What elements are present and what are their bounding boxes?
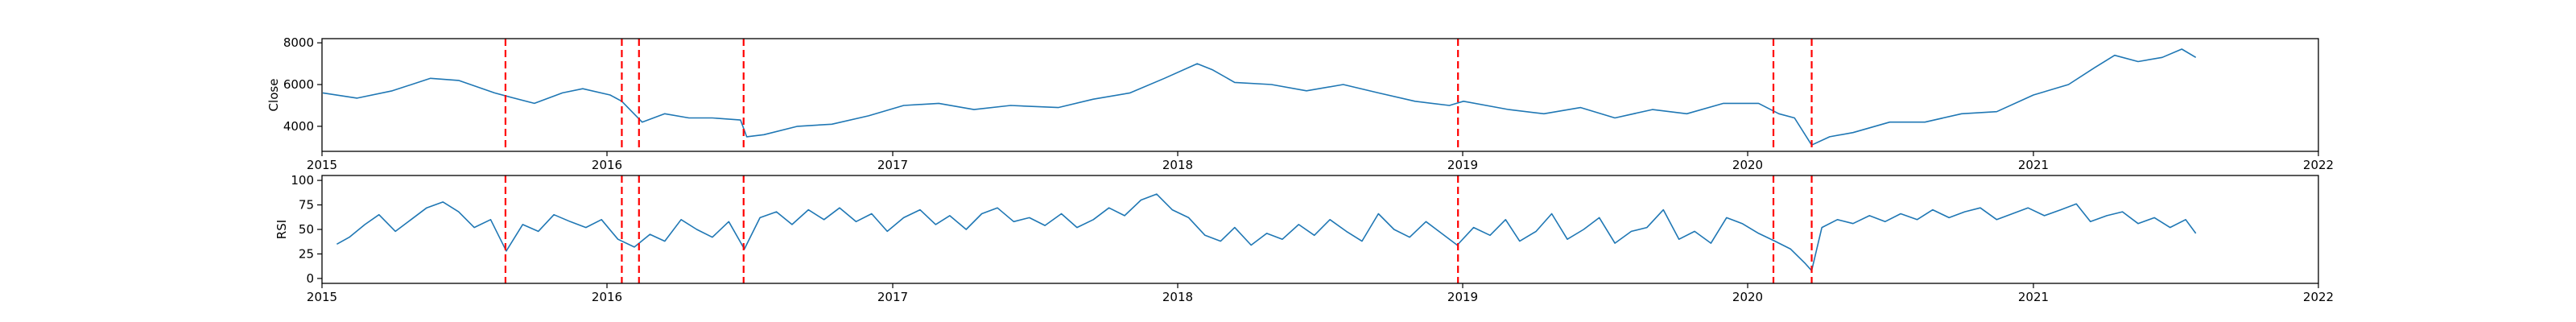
close-xtick-label: 2021 — [2018, 158, 2049, 172]
rsi-xtick-label: 2015 — [307, 290, 337, 304]
rsi-xtick-label: 2018 — [1162, 290, 1193, 304]
rsi-ytick-label: 0 — [306, 271, 314, 286]
close-xtick-label: 2022 — [2303, 158, 2334, 172]
close-xtick-label: 2016 — [592, 158, 622, 172]
close-xtick-label: 2017 — [877, 158, 908, 172]
rsi-panel: RSI 2015 2016 2017 2018 2019 2020 2021 2022 0 25 5… — [275, 173, 2334, 304]
close-xtick-label: 2020 — [1732, 158, 1763, 172]
rsi-xtick-label: 2021 — [2018, 290, 2049, 304]
rsi-ytick-label: 100 — [291, 173, 314, 188]
close-ytick-label: 6000 — [283, 77, 314, 92]
close-plot-frame — [321, 38, 2319, 152]
close-ytick-label: 8000 — [283, 35, 314, 50]
close-price-panel: Close 2015 2016 2017 2018 2019 2020 2021 2022 40… — [266, 35, 2334, 172]
rsi-ytick-label: 50 — [299, 222, 314, 237]
rsi-xtick-label: 2019 — [1447, 290, 1478, 304]
rsi-series-line — [336, 193, 2197, 272]
close-xtick-label: 2019 — [1447, 158, 1478, 172]
rsi-ytick-label: 25 — [299, 246, 314, 261]
close-series-line — [322, 48, 2197, 146]
close-xtick-label: 2015 — [307, 158, 337, 172]
rsi-xtick-label: 2022 — [2303, 290, 2334, 304]
close-ytick-label: 4000 — [283, 119, 314, 134]
rsi-xtick-label: 2017 — [877, 290, 908, 304]
close-ylabel-group: Close — [266, 79, 281, 112]
rsi-ylabel-group: RSI — [275, 220, 289, 239]
rsi-ylabel: RSI — [275, 220, 289, 239]
rsi-xtick-label: 2020 — [1732, 290, 1763, 304]
close-xtick-label: 2018 — [1162, 158, 1193, 172]
rsi-xtick-label: 2016 — [592, 290, 622, 304]
close-ylabel: Close — [266, 79, 281, 112]
rsi-ytick-label: 75 — [299, 198, 314, 213]
